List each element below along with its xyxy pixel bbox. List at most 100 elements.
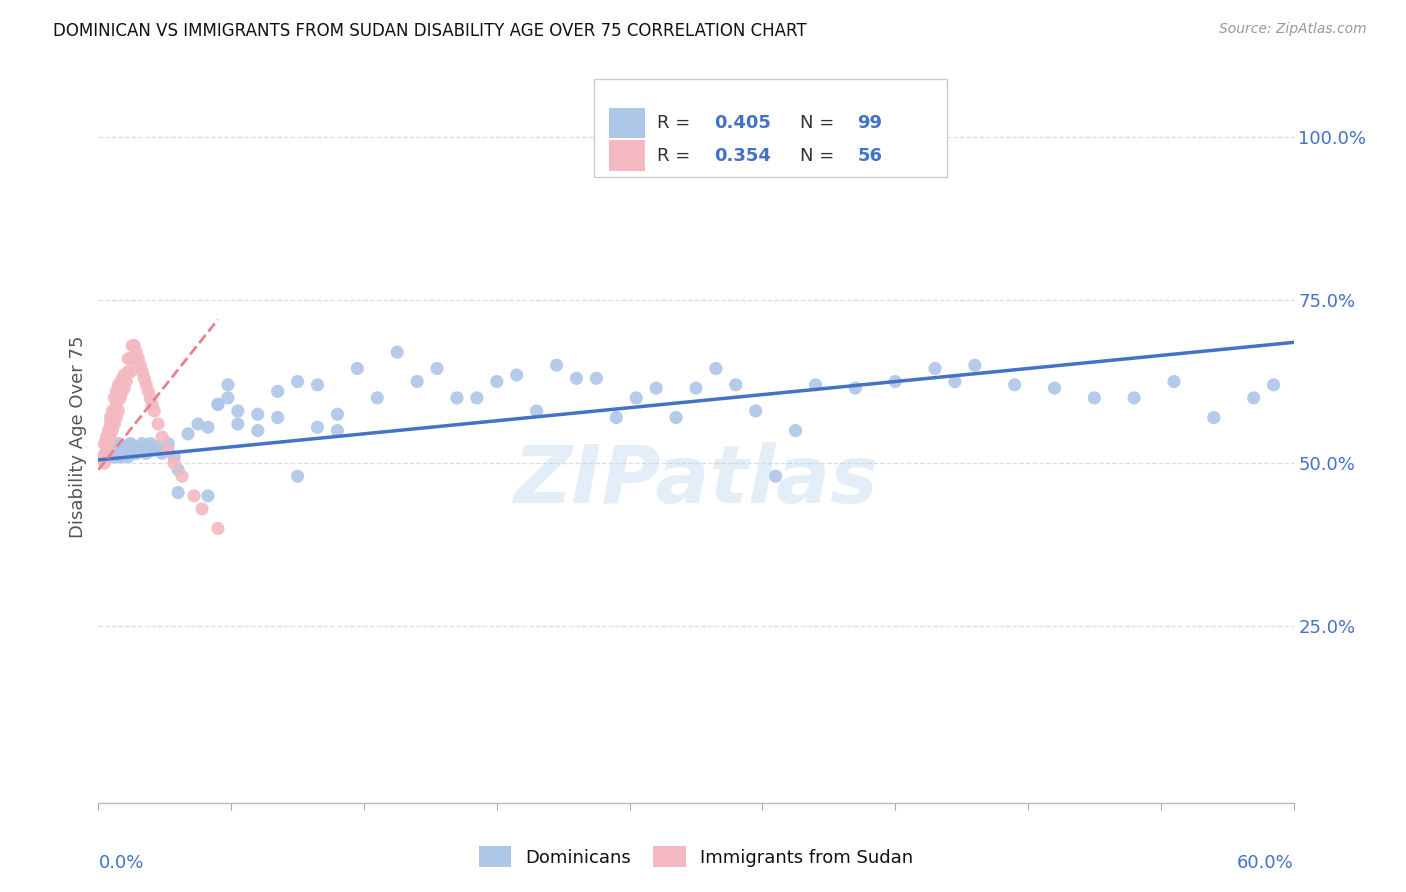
Point	[506, 368, 529, 382]
Point	[485, 375, 508, 389]
Point	[93, 450, 115, 464]
Text: 99: 99	[858, 114, 883, 132]
Point	[366, 391, 388, 405]
Point	[207, 397, 229, 411]
Point	[97, 450, 120, 464]
Point	[267, 384, 290, 399]
Point	[107, 377, 129, 392]
Point	[785, 424, 807, 438]
Point	[97, 424, 120, 438]
Point	[844, 381, 866, 395]
Point	[101, 446, 124, 460]
Point	[385, 345, 409, 359]
Point	[112, 450, 135, 464]
Point	[135, 377, 157, 392]
Point	[91, 450, 114, 464]
Point	[112, 368, 135, 382]
Point	[127, 351, 149, 366]
Point	[207, 397, 229, 411]
Point	[605, 410, 627, 425]
Point	[115, 440, 138, 454]
Point	[745, 404, 768, 418]
Point	[121, 443, 143, 458]
Text: 0.0%: 0.0%	[98, 854, 143, 872]
Point	[645, 381, 668, 395]
Point	[167, 485, 190, 500]
Point	[1202, 410, 1225, 425]
Point	[226, 417, 249, 431]
Point	[546, 358, 568, 372]
Point	[98, 443, 122, 458]
Point	[426, 361, 449, 376]
Text: R =: R =	[657, 114, 696, 132]
Bar	[609, 108, 644, 138]
Point	[187, 417, 209, 431]
Point	[117, 450, 139, 464]
Text: N =: N =	[800, 114, 839, 132]
Point	[112, 381, 135, 395]
Point	[217, 377, 239, 392]
Point	[125, 446, 148, 460]
Point	[1123, 391, 1146, 405]
Point	[226, 404, 249, 418]
Point	[565, 371, 588, 385]
Point	[107, 446, 129, 460]
Point	[267, 410, 290, 425]
Point	[105, 450, 128, 464]
Point	[143, 443, 166, 458]
Point	[197, 489, 219, 503]
Point	[326, 407, 349, 421]
Point	[287, 469, 309, 483]
Point	[246, 424, 269, 438]
Point	[704, 361, 727, 376]
Point	[346, 361, 368, 376]
Point	[943, 375, 966, 389]
Text: 56: 56	[858, 146, 883, 165]
Point	[246, 407, 269, 421]
Point	[139, 391, 162, 405]
Point	[406, 375, 429, 389]
Point	[112, 443, 135, 458]
Text: R =: R =	[657, 146, 696, 165]
Point	[93, 456, 115, 470]
Text: 0.405: 0.405	[714, 114, 770, 132]
Point	[326, 424, 349, 438]
Point	[163, 456, 186, 470]
Point	[924, 361, 946, 376]
Point	[177, 426, 200, 441]
Point	[96, 443, 118, 458]
Point	[98, 417, 122, 431]
Point	[157, 436, 180, 450]
Point	[117, 351, 139, 366]
Point	[107, 391, 129, 405]
Point	[121, 338, 143, 352]
Point	[172, 469, 194, 483]
Point	[124, 338, 146, 352]
Point	[107, 404, 129, 418]
Point	[685, 381, 707, 395]
Point	[101, 410, 124, 425]
Point	[1083, 391, 1105, 405]
Point	[143, 404, 166, 418]
Point	[101, 404, 124, 418]
Point	[110, 377, 132, 392]
Point	[884, 375, 907, 389]
Point	[141, 397, 163, 411]
Point	[963, 358, 986, 372]
Point	[97, 436, 120, 450]
Point	[105, 443, 128, 458]
Point	[105, 384, 128, 399]
Point	[98, 430, 122, 444]
Point	[217, 391, 239, 405]
Y-axis label: Disability Age Over 75: Disability Age Over 75	[69, 335, 87, 539]
Point	[139, 436, 162, 450]
Point	[101, 440, 124, 454]
Point	[207, 521, 229, 535]
Point	[120, 436, 142, 450]
Point	[1243, 391, 1265, 405]
Point	[111, 440, 134, 454]
Point	[136, 384, 159, 399]
Point	[129, 358, 152, 372]
Point	[97, 443, 120, 458]
Point	[1163, 375, 1185, 389]
